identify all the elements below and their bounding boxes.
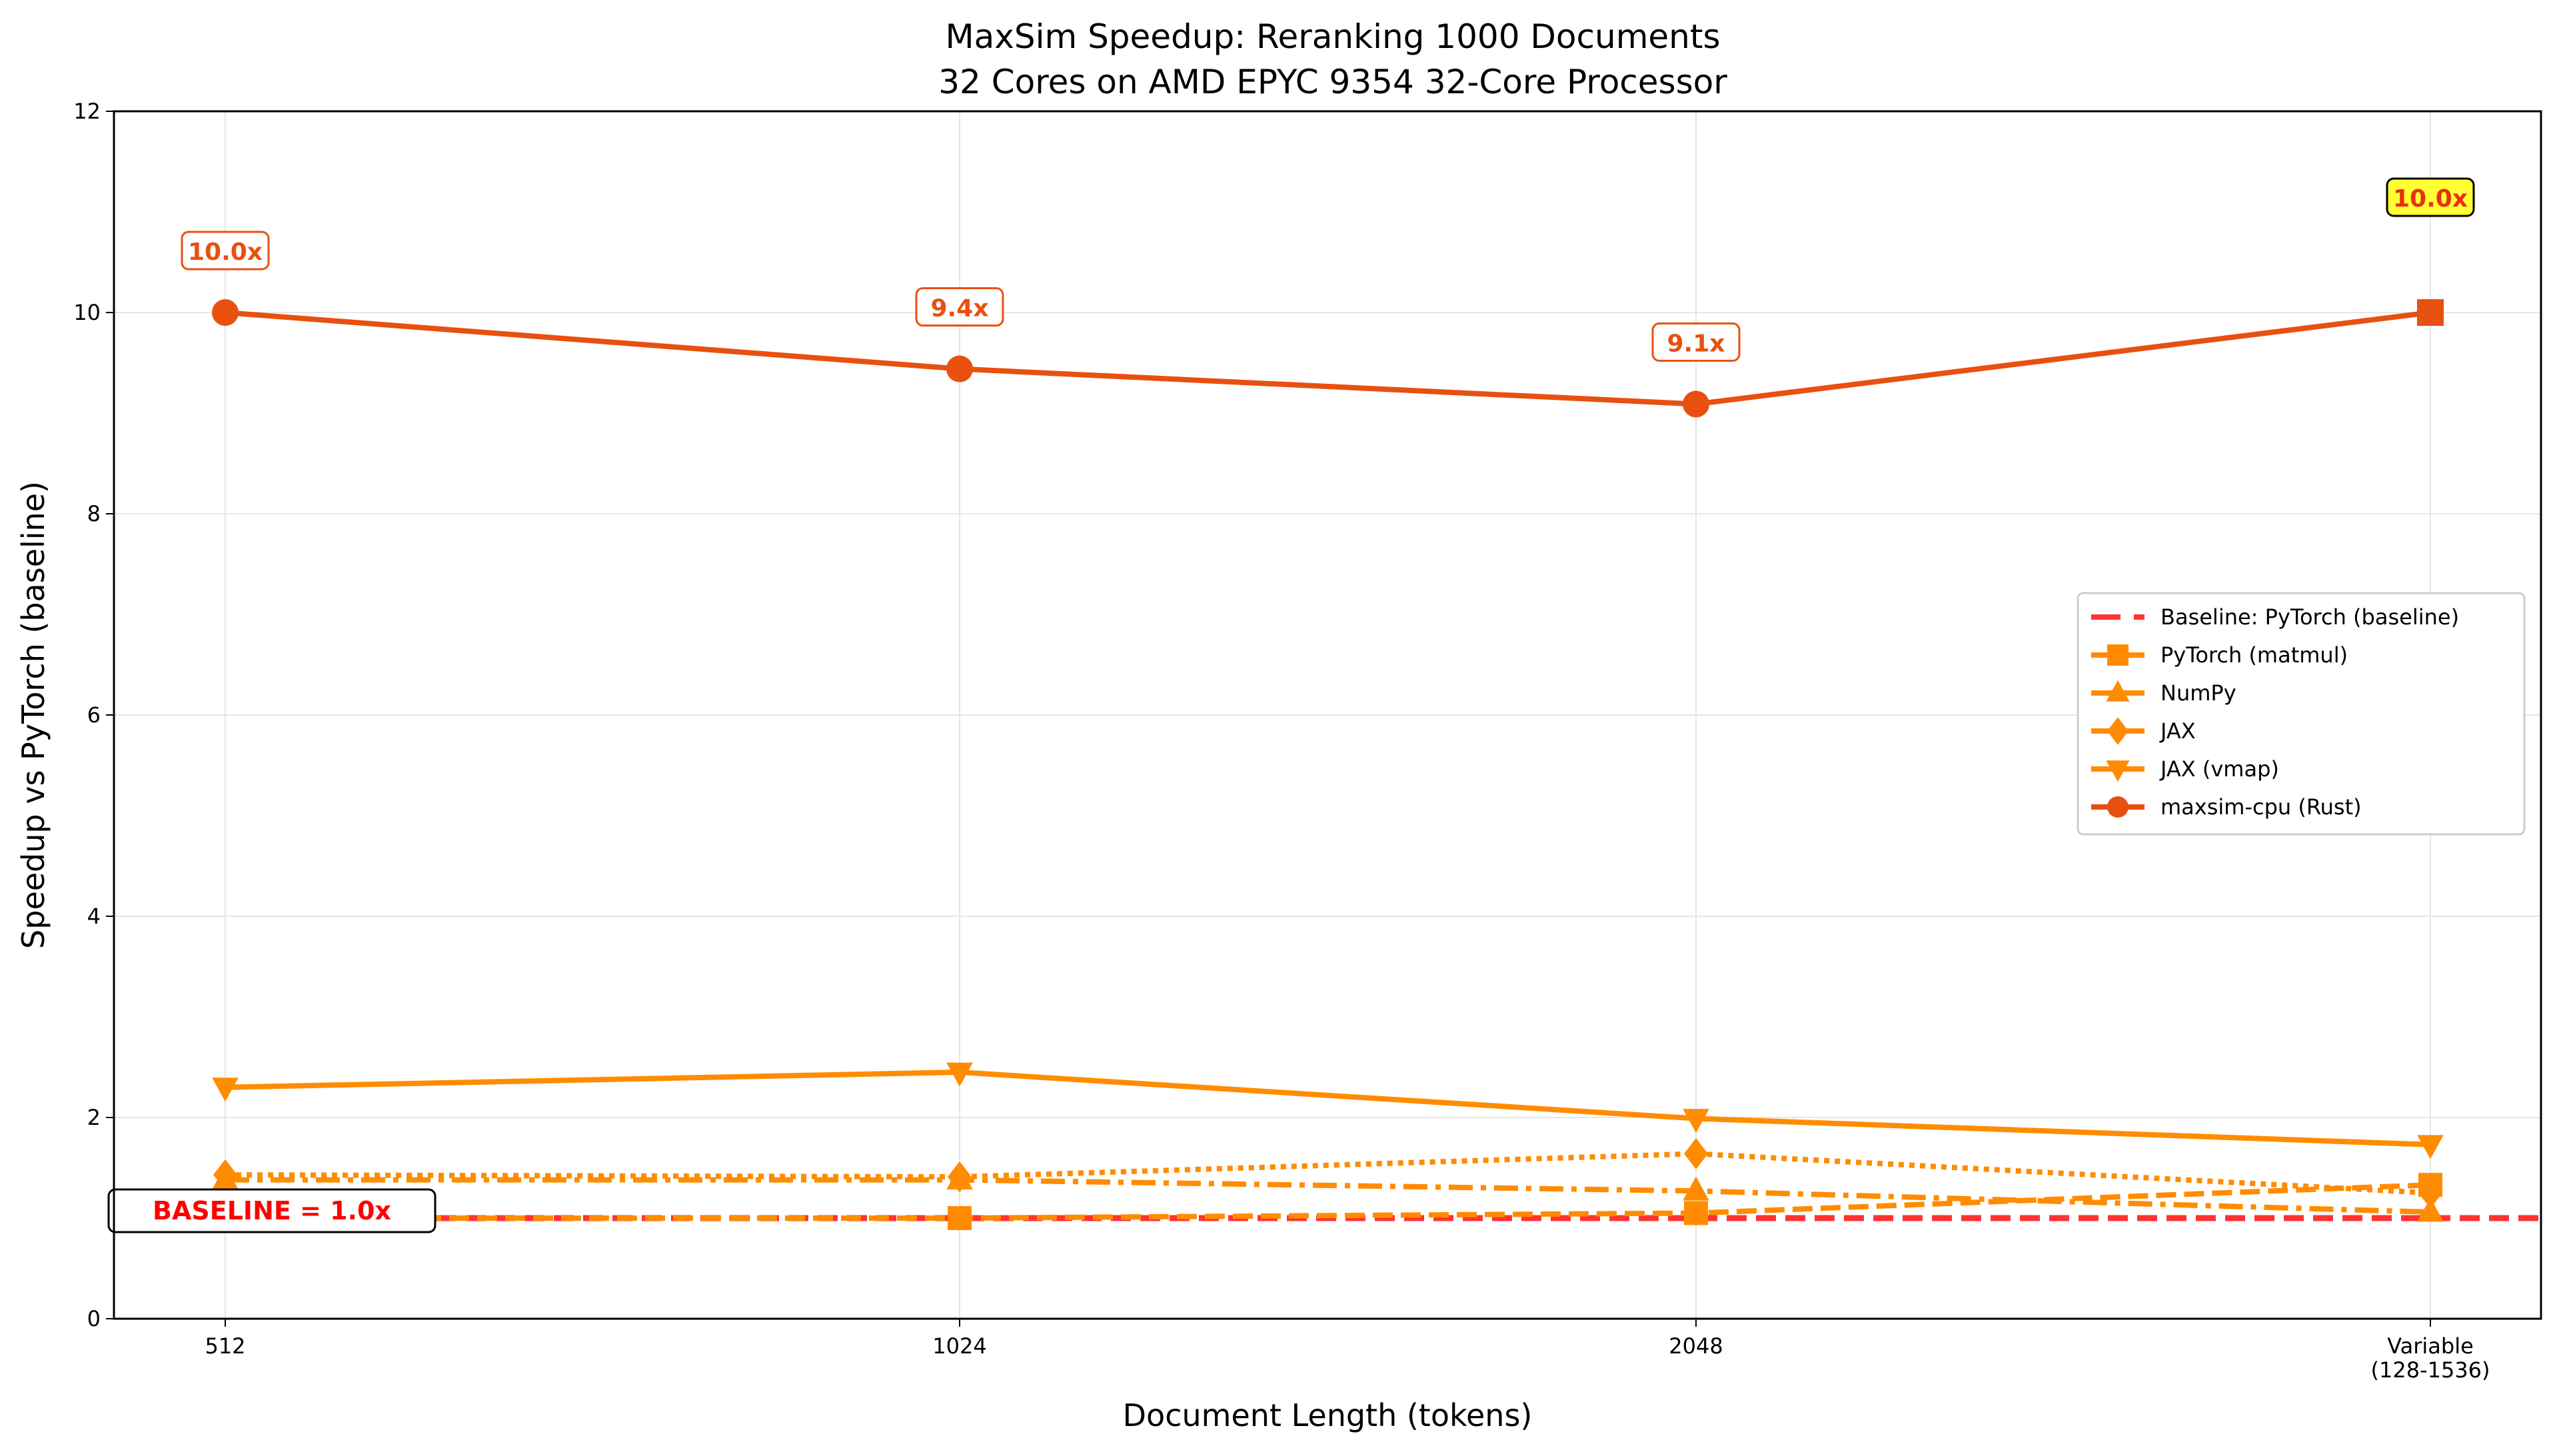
marker-circle [2107, 796, 2129, 818]
marker-square [2417, 299, 2444, 326]
marker-triangle-down [2106, 760, 2130, 782]
chart-subtitle: 32 Cores on AMD EPYC 9354 32-Core Proces… [938, 63, 1727, 101]
marker-diamond [213, 1159, 237, 1191]
x-tick-label: (128-1536) [2370, 1357, 2490, 1383]
y-tick-label: 10 [73, 300, 101, 325]
legend-label: JAX (vmap) [2159, 756, 2279, 782]
annotation-box [915, 287, 1004, 327]
y-tick-label: 8 [87, 501, 101, 526]
x-tick-label: Variable [2387, 1333, 2474, 1359]
baseline-annotation: BASELINE = 1.0x [107, 1188, 436, 1233]
legend-label: maxsim-cpu (Rust) [2160, 794, 2362, 820]
annotation-box [1651, 322, 1741, 362]
legend: Baseline: PyTorch (baseline) PyTorch (mat… [2077, 592, 2526, 836]
marker-triangle-up [2417, 1197, 2444, 1222]
legend-label: NumPy [2160, 680, 2236, 706]
marker-diamond [948, 1161, 972, 1193]
marker-diamond [2107, 717, 2129, 745]
baseline-label: BASELINE = 1.0x [153, 1196, 391, 1225]
chart-title: MaxSim Speedup: Reranking 1000 Documents [945, 17, 1720, 56]
marker-square [1684, 1201, 1708, 1225]
legend-label: JAX [2159, 718, 2196, 744]
speedup-annotation: 9.4x [915, 287, 1004, 327]
marker-square [2107, 644, 2129, 666]
baseline-label-box [107, 1188, 436, 1233]
x-tick-label: 1024 [932, 1333, 986, 1359]
speedup-annotation: 10.0x [2386, 177, 2475, 217]
series-line [225, 1177, 2431, 1215]
y-tick-label: 6 [87, 702, 101, 728]
marker-triangle-up [2106, 680, 2130, 702]
marker-diamond [2418, 1177, 2442, 1209]
speedup-annotation: 9.1x [1651, 322, 1741, 362]
marker-triangle-down [2417, 1135, 2444, 1159]
legend-label: Baseline: PyTorch (baseline) [2160, 604, 2459, 630]
y-tick-label: 0 [87, 1306, 101, 1331]
series-line [225, 1182, 2431, 1221]
marker-triangle-down [212, 1078, 239, 1102]
annotation-label: 9.1x [1667, 330, 1725, 357]
annotation-label: 10.0x [188, 239, 263, 266]
legend-label: PyTorch (matmul) [2160, 642, 2348, 668]
speedup-annotation: 10.0x [181, 231, 270, 271]
x-tick-label: 2048 [1669, 1333, 1723, 1359]
annotation-label: 10.0x [2393, 185, 2468, 213]
x-tick-label: 512 [205, 1333, 245, 1359]
y-tick-label: 4 [87, 904, 101, 929]
marker-triangle-down [1683, 1109, 1709, 1133]
marker-circle [946, 355, 973, 382]
marker-triangle-down [946, 1062, 973, 1087]
series-line [225, 310, 2431, 407]
annotation-box [2386, 177, 2475, 217]
x-axis-label: Document Length (tokens) [1123, 1397, 1533, 1433]
annotation-box [181, 231, 270, 271]
marker-triangle-up [1683, 1176, 1709, 1201]
marker-diamond [1684, 1137, 1708, 1169]
legend-frame [2077, 592, 2526, 836]
marker-square [948, 1206, 972, 1230]
series-line [225, 1070, 2431, 1147]
y-tick-label: 2 [87, 1105, 101, 1130]
marker-circle [1683, 390, 1709, 418]
y-tick-label: 12 [73, 99, 101, 124]
marker-circle [212, 299, 239, 326]
series-line [225, 1151, 2431, 1196]
y-axis-label: Speedup vs PyTorch (baseline) [15, 481, 51, 949]
annotation-label: 9.4x [931, 295, 989, 323]
